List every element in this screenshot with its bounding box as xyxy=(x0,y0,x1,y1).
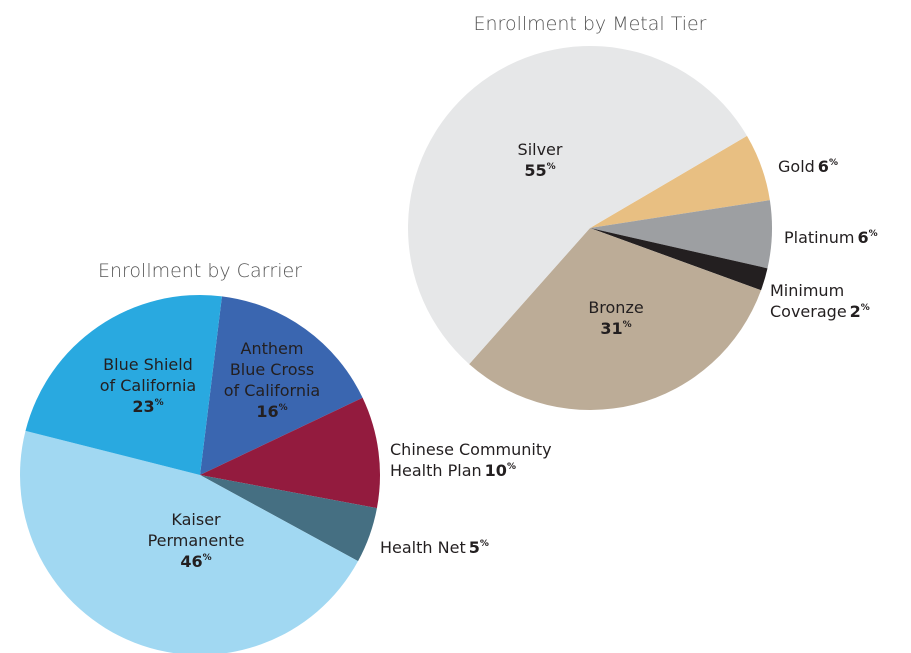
slice-label: Minimum Coverage xyxy=(770,281,847,321)
chart-title: Enrollment by Carrier xyxy=(98,260,302,282)
pie-slice xyxy=(200,397,381,509)
slice-label: Chinese Community Health Plan xyxy=(390,440,552,480)
data-label: 23% xyxy=(132,397,163,416)
data-label: 6% xyxy=(818,157,838,176)
slice-label: Health Net xyxy=(380,538,466,557)
pie-slice xyxy=(25,295,222,475)
chart-title: Enrollment by Metal Tier xyxy=(474,13,707,35)
data-label: 46% xyxy=(180,552,211,571)
pie-slice xyxy=(590,228,768,291)
slice-label: Anthem Blue Cross of California xyxy=(224,339,320,400)
pie-slice xyxy=(407,45,747,365)
slice-label: Gold xyxy=(778,157,815,176)
data-label: 2% xyxy=(850,302,870,321)
pie-slice xyxy=(469,228,762,410)
pie-slice xyxy=(590,200,772,269)
pie-slice xyxy=(20,430,359,653)
slice-label: Kaiser Permanente xyxy=(148,510,245,550)
data-label: 16% xyxy=(256,402,287,421)
data-label: 6% xyxy=(857,228,877,247)
slice-label: Blue Shield of California xyxy=(100,355,196,395)
data-label: 10% xyxy=(485,461,516,480)
pie-slice xyxy=(200,475,377,562)
data-label: 5% xyxy=(469,538,489,557)
pie-slice xyxy=(590,135,770,228)
slice-label: Silver xyxy=(518,140,563,159)
pie-slice xyxy=(200,296,363,475)
data-label: 55% xyxy=(524,161,555,180)
slice-label: Platinum xyxy=(784,228,854,247)
data-label: 31% xyxy=(600,319,631,338)
slice-label: Bronze xyxy=(588,298,643,317)
